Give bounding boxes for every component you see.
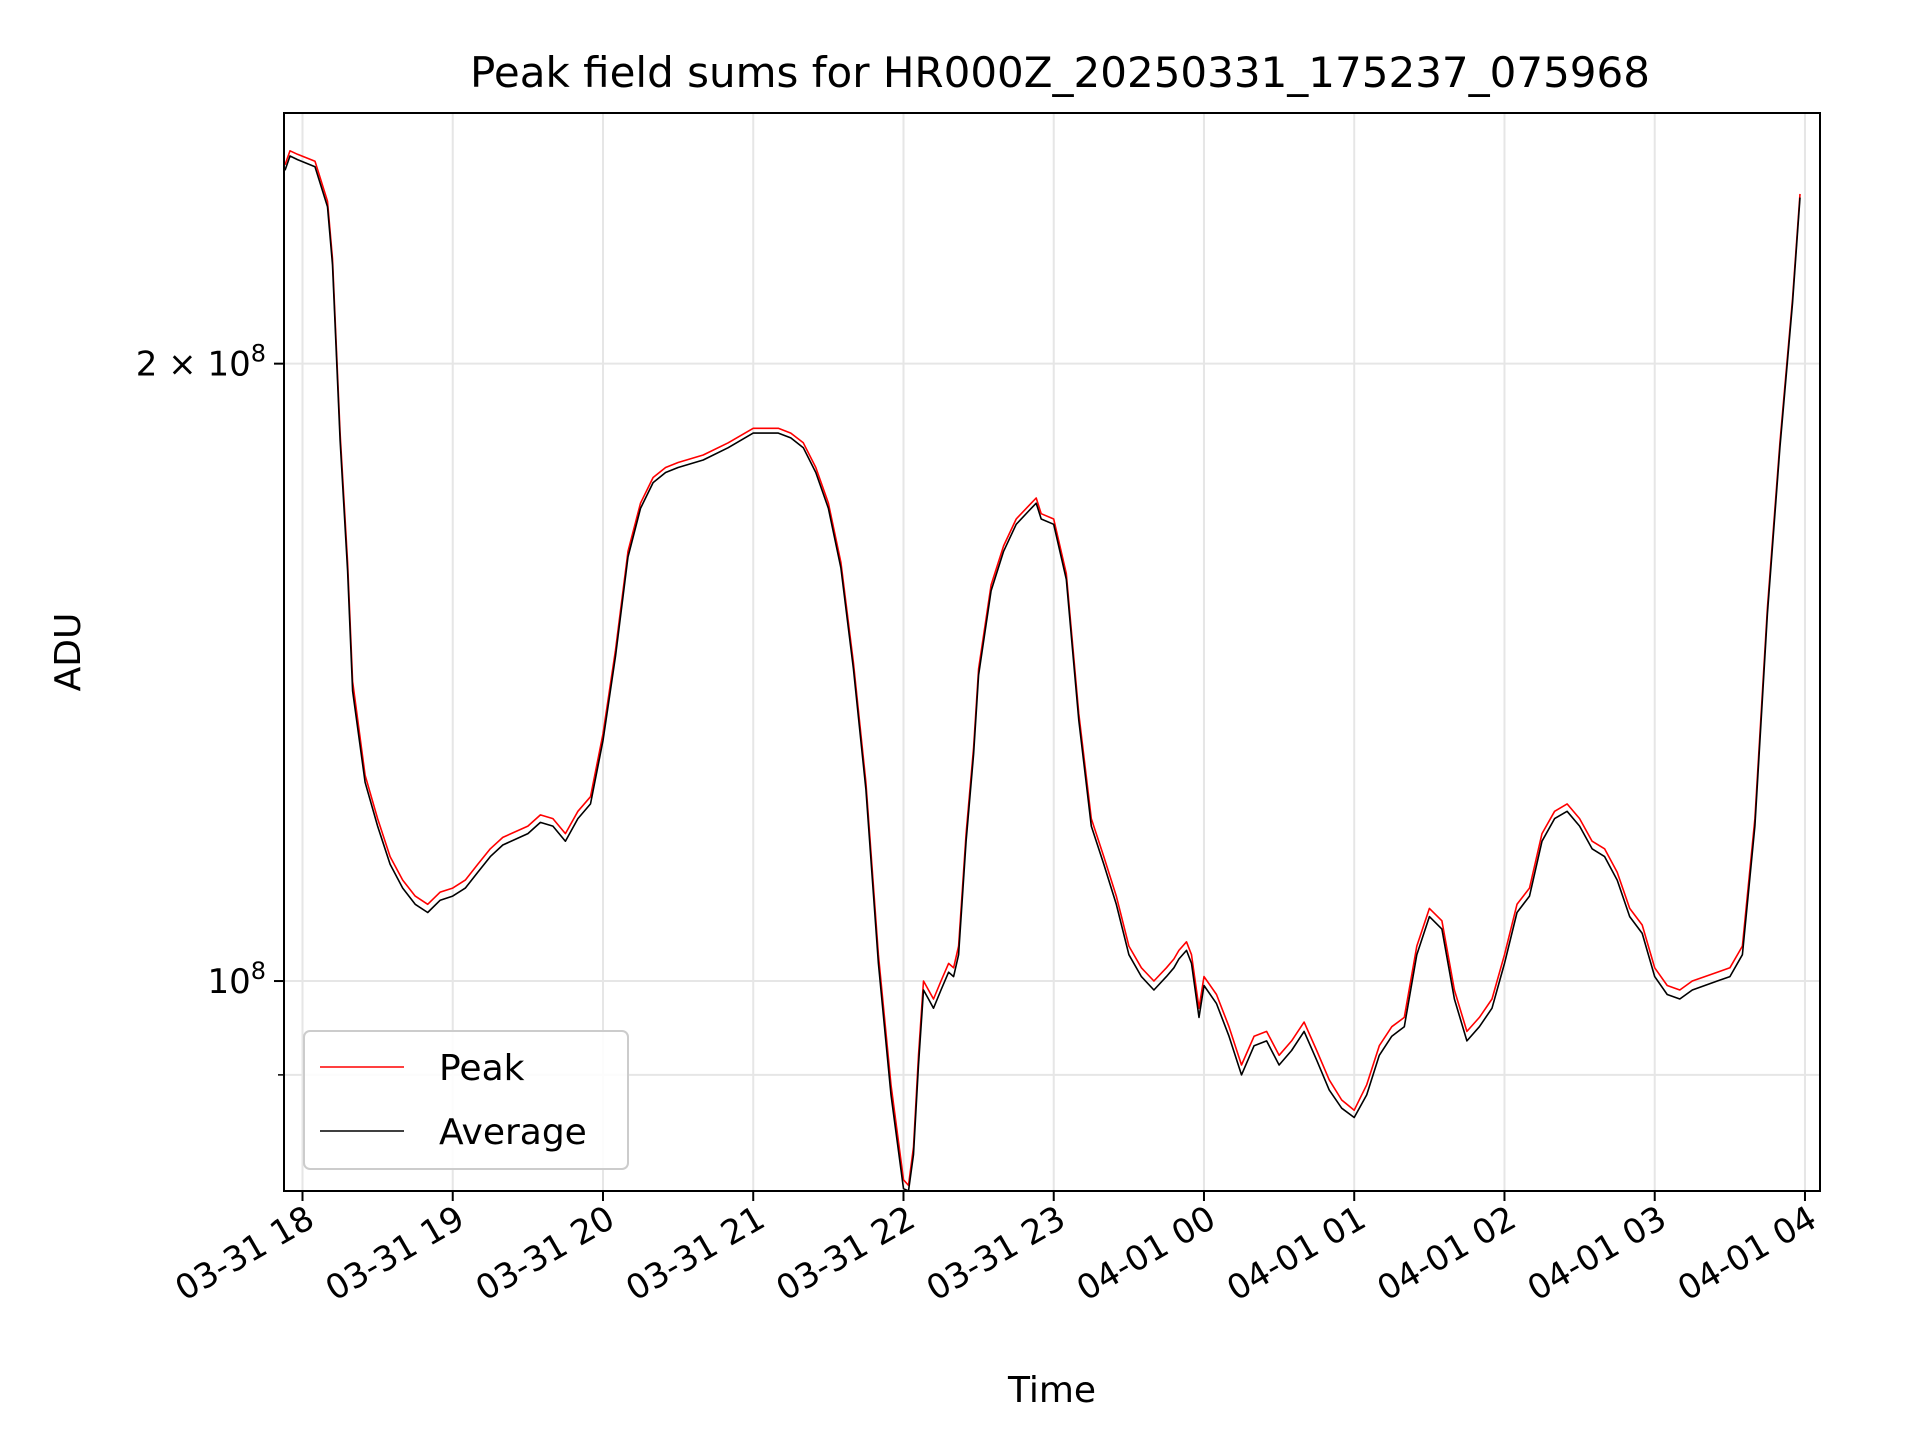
series-line-peak (284, 150, 1801, 1187)
y-axis-label: ADU (48, 613, 89, 692)
series-layer (284, 150, 1801, 1191)
y-tick-label: 2 × 108 (136, 340, 266, 385)
y-tick-label: 108 (207, 957, 266, 1002)
chart-title: Peak field sums for HR000Z_20250331_1752… (470, 48, 1650, 97)
legend-label-average: Average (439, 1112, 587, 1153)
legend-box (303, 1030, 629, 1170)
x-axis-label: Time (1007, 1370, 1096, 1411)
y-axis: 108 2 × 108 (136, 340, 284, 1076)
grid (284, 113, 1820, 1191)
legend-label-peak: Peak (439, 1048, 525, 1089)
plot-frame (283, 112, 1821, 1192)
legend: Peak Average (303, 1030, 629, 1170)
series-line-average (284, 155, 1801, 1191)
